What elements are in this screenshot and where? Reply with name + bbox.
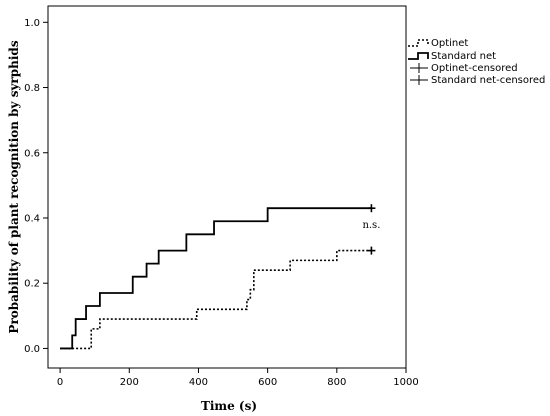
axis-ticks: 0 200 400 600 800 1000 0.0 0.2 0.4 0.6 0.8 1.0 (24, 18, 419, 388)
x-tick-label: 0 (57, 377, 63, 388)
legend: Optinet Standard net Optinet-censored St… (408, 38, 545, 86)
censor-markers (367, 204, 376, 255)
x-axis-title: Time (s) (201, 399, 257, 413)
y-tick-label: 0.0 (24, 344, 40, 355)
x-tick-label: 1000 (393, 377, 418, 388)
x-tick-label: 600 (258, 377, 277, 388)
legend-label-standard-net-censored: Standard net-censored (431, 75, 545, 86)
legend-label-standard-net: Standard net (431, 51, 496, 62)
y-axis-title: Probability of plant recognition by syrp… (7, 40, 21, 333)
annotation-ns: n.s. (362, 220, 380, 231)
legend-label-optinet: Optinet (431, 38, 468, 49)
y-tick-label: 1.0 (24, 18, 40, 29)
legend-swatch-optinet-censored (410, 63, 428, 73)
x-tick-label: 400 (189, 377, 208, 388)
x-tick-label: 800 (327, 377, 346, 388)
x-tick-label: 200 (120, 377, 139, 388)
plot-area (47, 5, 407, 369)
series-line-standard-net (60, 207, 372, 350)
censor-marker-optinet-censored (367, 246, 376, 255)
legend-swatch-standard-net-censored (410, 75, 428, 85)
legend-swatch-optinet (408, 39, 429, 47)
legend-swatch-standard-net (408, 52, 429, 60)
censor-marker-standard-net-censored (367, 204, 376, 213)
y-tick-label: 0.6 (24, 148, 40, 159)
y-tick-label: 0.4 (24, 213, 40, 224)
series-line-optinet (60, 249, 372, 350)
y-tick-label: 0.8 (24, 83, 40, 94)
legend-label-optinet-censored: Optinet-censored (431, 63, 518, 74)
series-layer (60, 207, 372, 350)
y-tick-label: 0.2 (24, 279, 40, 290)
